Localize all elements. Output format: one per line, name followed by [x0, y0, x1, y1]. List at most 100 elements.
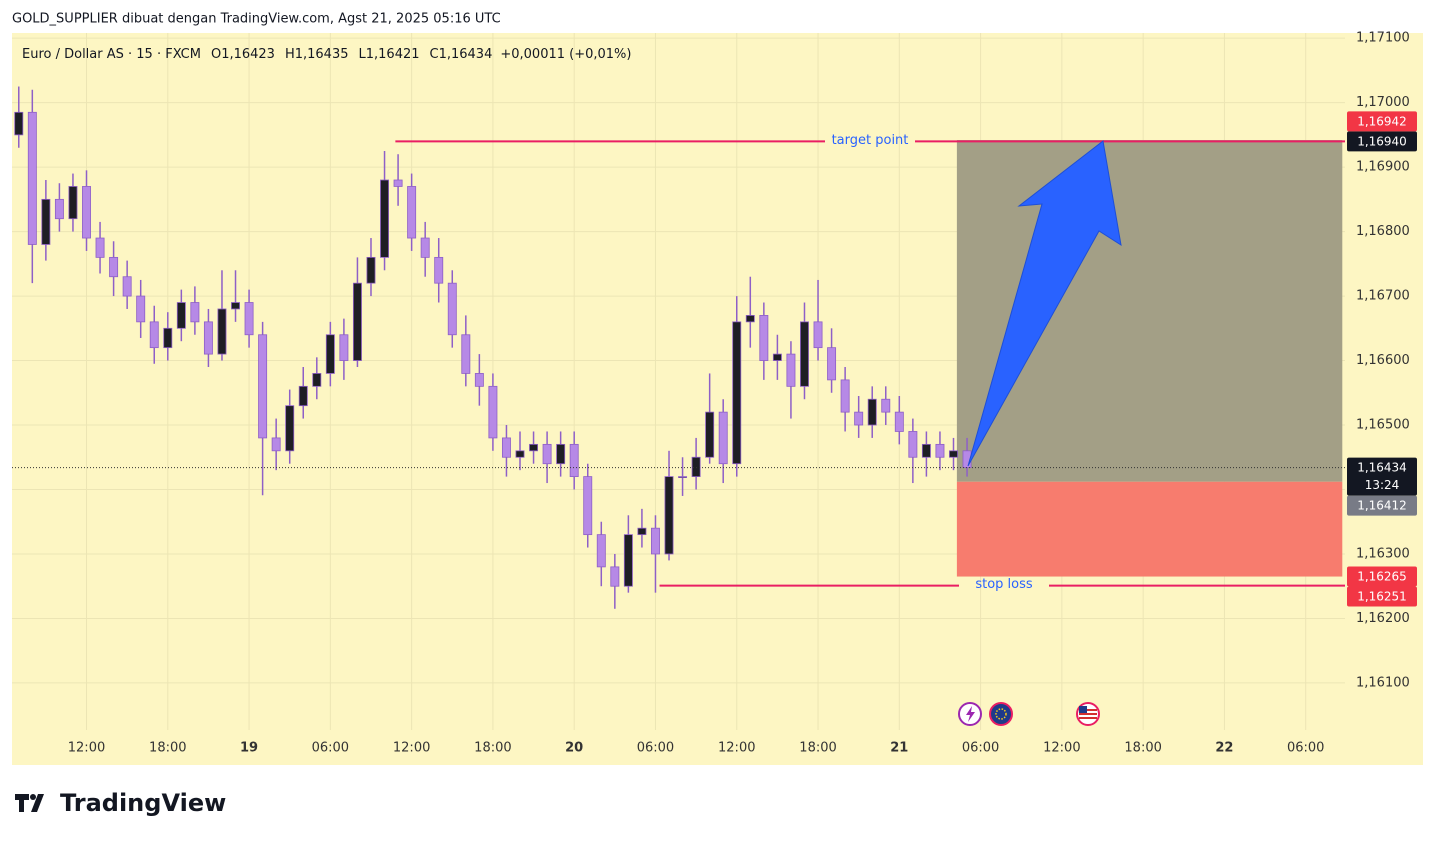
candle-body	[894, 411, 904, 432]
candle-body	[921, 443, 931, 458]
x-tick-label: 06:00	[1287, 741, 1324, 756]
price-tag-label: 1,16251	[1357, 590, 1407, 604]
loss-zone	[956, 481, 1343, 577]
ohlc-label: C	[430, 47, 439, 62]
ohlc-value: 1,16421	[366, 47, 420, 62]
price-tag	[1347, 131, 1417, 152]
price-change: +0,00011 (+0,01%)	[500, 47, 631, 62]
candle-body	[27, 111, 37, 245]
candle-body	[691, 456, 701, 478]
ohlc-value: 1,16434	[439, 47, 493, 62]
y-tick-label: 1,16700	[1356, 289, 1410, 304]
x-tick-label: 19	[240, 741, 258, 756]
event-icon	[989, 702, 1013, 726]
candle-body	[515, 450, 525, 458]
price-tag	[1347, 111, 1417, 132]
ohlc-label: H	[285, 47, 295, 62]
event-icon	[966, 706, 975, 722]
candle-body	[244, 302, 254, 336]
x-tick-label: 06:00	[312, 741, 349, 756]
candle-body	[949, 450, 958, 458]
x-tick-label: 12:00	[1043, 741, 1080, 756]
candle-body	[149, 321, 159, 349]
candle-body	[583, 476, 593, 536]
line-label: target point	[832, 133, 909, 148]
candle-body	[434, 256, 444, 284]
candle-body	[718, 411, 728, 465]
candle-body	[352, 282, 362, 361]
candle-body	[136, 295, 146, 323]
candle-body	[474, 373, 484, 387]
candle-body	[420, 237, 430, 258]
x-tick-label: 12:00	[718, 741, 755, 756]
candle-body	[556, 443, 566, 465]
candle-body	[745, 315, 755, 323]
candle-body	[854, 411, 864, 426]
price-tag-label: 1,16265	[1357, 570, 1407, 584]
candle-body	[203, 321, 213, 355]
x-tick-label: 22	[1215, 741, 1233, 756]
candle-body	[596, 534, 606, 568]
candle-body	[14, 111, 24, 136]
price-tag	[1347, 495, 1417, 516]
candle-body	[881, 398, 891, 413]
candle-body	[312, 373, 322, 387]
candle-body	[840, 379, 850, 413]
candle-body	[82, 186, 91, 239]
candle-body	[190, 302, 200, 323]
y-tick-label: 1,16300	[1356, 546, 1410, 561]
candle-body	[447, 282, 457, 336]
x-tick-label: 21	[890, 741, 908, 756]
arrow-drawing	[967, 140, 1122, 467]
candle-body	[800, 321, 809, 387]
countdown-label: 13:24	[1365, 478, 1400, 492]
candle-body	[637, 527, 647, 536]
candle-body	[935, 443, 945, 458]
candle-body	[678, 476, 688, 479]
candle-body	[271, 437, 281, 452]
ohlc-value: 1,16435	[295, 47, 349, 62]
candle-body	[298, 385, 308, 407]
brand-logo: TradingView	[15, 789, 226, 817]
candle-body	[732, 321, 742, 465]
y-tick-label: 1,16500	[1356, 418, 1410, 433]
x-tick-label: 18:00	[799, 741, 836, 756]
price-tag	[1347, 586, 1417, 607]
x-tick-label: 06:00	[637, 741, 674, 756]
candle-body	[664, 476, 674, 555]
x-tick-label: 18:00	[149, 741, 186, 756]
candle-body	[122, 276, 132, 297]
candle-body	[54, 198, 64, 220]
candle-body	[651, 527, 660, 555]
candle-body	[176, 302, 186, 329]
candle-body	[393, 179, 403, 187]
candle-body	[529, 443, 539, 452]
candle-body	[461, 334, 471, 374]
candle-body	[163, 327, 173, 349]
candle-body	[569, 443, 579, 478]
candle-body	[285, 405, 295, 452]
ohlc-value: 1,16423	[221, 47, 275, 62]
candle-body	[339, 334, 349, 361]
ohlc-label: O	[211, 47, 221, 62]
candle-body	[380, 179, 389, 258]
candle-body	[407, 186, 417, 239]
candle-body	[95, 237, 105, 258]
x-tick-label: 20	[565, 741, 583, 756]
price-tag-label: 1,16434	[1357, 461, 1407, 475]
symbol-legend: Euro / Dollar AS · 15 · FXCM O1,16423 H1,1…	[22, 47, 631, 62]
candle-body	[867, 398, 877, 426]
ohlc-label: L	[359, 47, 367, 62]
symbol-title: Euro / Dollar AS · 15 · FXCM	[22, 47, 201, 62]
x-tick-label: 18:00	[1124, 741, 1161, 756]
candle-body	[41, 198, 51, 245]
candle-body	[488, 385, 498, 439]
price-tag	[1347, 457, 1417, 496]
y-tick-label: 1,17100	[1356, 31, 1410, 46]
brand-icon	[30, 794, 36, 800]
plot: 1,161001,162001,163001,164001,165001,166…	[12, 31, 1417, 756]
candle-body	[908, 431, 918, 458]
candle-body	[623, 534, 633, 587]
brand-icon	[15, 794, 44, 812]
